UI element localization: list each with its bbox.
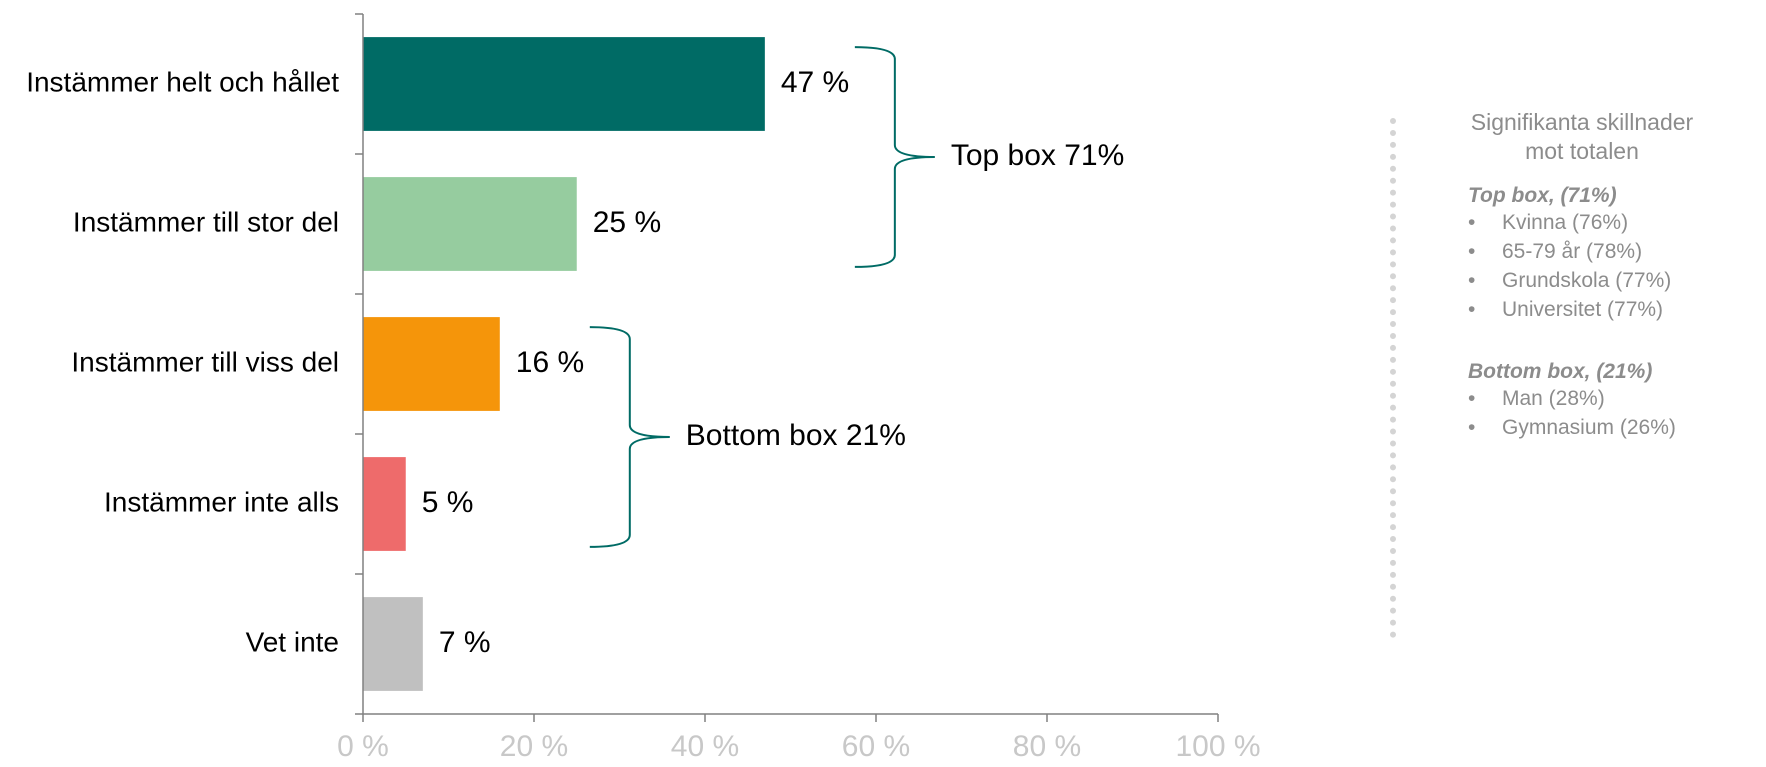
side-panel-title: Signifikanta skillnader mot totalen bbox=[1470, 109, 1694, 164]
x-tick-label: 60 % bbox=[842, 730, 910, 763]
data-label: 25 % bbox=[593, 206, 661, 239]
top-box-list: Kvinna (76%) 65-79 år (78%) Grundskola (… bbox=[1468, 208, 1766, 324]
top-box-group: Top box, (71%) Kvinna (76%) 65-79 år (78… bbox=[1468, 184, 1766, 324]
labels-layer: Instämmer helt och hållet 47 % Instämmer t… bbox=[26, 66, 849, 659]
braces-layer: Top box 71% Bottom box 21% bbox=[589, 46, 1124, 548]
side-panel-divider bbox=[1390, 118, 1396, 638]
x-tick-label: 40 % bbox=[671, 730, 739, 763]
group-brace bbox=[589, 326, 670, 548]
top-box-heading: Top box, (71%) bbox=[1468, 184, 1617, 207]
bar bbox=[363, 457, 406, 551]
x-tick-label: 100 % bbox=[1175, 730, 1260, 763]
group-brace bbox=[854, 46, 935, 268]
category-label: Instämmer till stor del bbox=[73, 206, 339, 237]
list-item: Man (28%) bbox=[1468, 384, 1766, 413]
bar bbox=[363, 37, 765, 131]
bar bbox=[363, 177, 577, 271]
list-item: Grundskola (77%) bbox=[1468, 266, 1766, 295]
bar bbox=[363, 597, 423, 691]
bars-layer bbox=[363, 37, 765, 691]
category-label: Instämmer inte alls bbox=[104, 486, 339, 517]
category-label: Instämmer till viss del bbox=[71, 346, 339, 377]
bar bbox=[363, 317, 500, 411]
list-item: Kvinna (76%) bbox=[1468, 208, 1766, 237]
bottom-box-group: Bottom box, (21%) Man (28%) Gymnasium (2… bbox=[1468, 360, 1766, 442]
data-label: 47 % bbox=[781, 66, 849, 99]
significance-panel: Signifikanta skillnader mot totalen Top … bbox=[1362, 108, 1766, 442]
list-item: 65-79 år (78%) bbox=[1468, 237, 1766, 266]
category-label: Vet inte bbox=[246, 626, 339, 657]
x-tick-label: 0 % bbox=[337, 730, 389, 763]
bottom-box-list: Man (28%) Gymnasium (26%) bbox=[1468, 384, 1766, 442]
brace-label: Bottom box 21% bbox=[686, 419, 906, 452]
category-label: Instämmer helt och hållet bbox=[26, 66, 339, 97]
list-item: Gymnasium (26%) bbox=[1468, 413, 1766, 442]
data-label: 5 % bbox=[422, 486, 474, 519]
data-label: 16 % bbox=[516, 346, 584, 379]
axes-layer: 0 % 20 % 40 % 60 % 80 % 100 % bbox=[337, 13, 1261, 763]
x-tick-label: 80 % bbox=[1013, 730, 1081, 763]
x-tick-label: 20 % bbox=[500, 730, 568, 763]
list-item: Universitet (77%) bbox=[1468, 295, 1766, 324]
data-label: 7 % bbox=[439, 626, 491, 659]
bottom-box-heading: Bottom box, (21%) bbox=[1468, 360, 1653, 383]
brace-label: Top box 71% bbox=[951, 139, 1124, 172]
